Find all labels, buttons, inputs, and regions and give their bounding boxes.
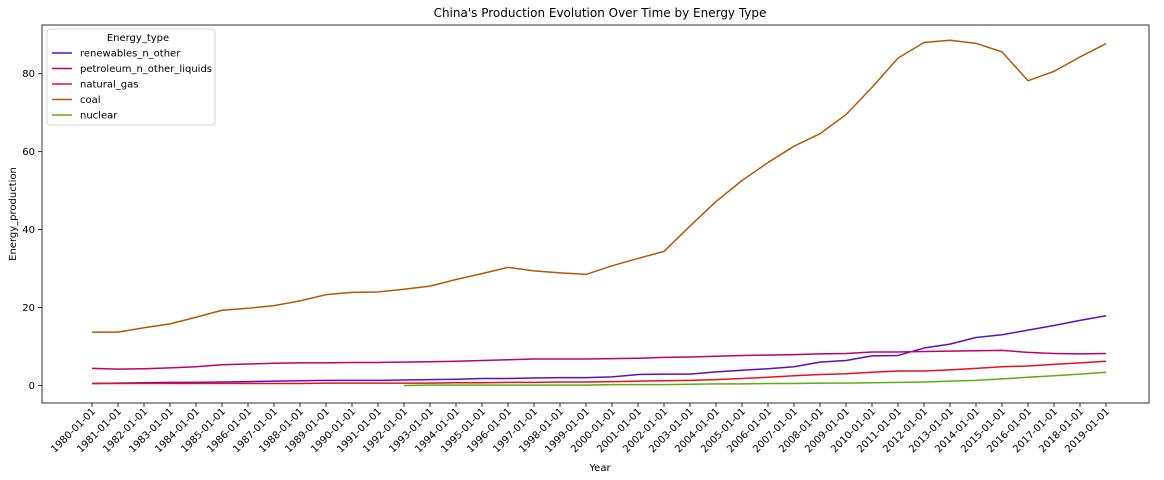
y-tick-label: 60 [22,147,35,158]
legend-label-petroleum-n-other-liquids: petroleum_n_other_liquids [80,64,212,75]
legend-label-coal: coal [80,95,101,106]
legend-box [46,28,216,126]
legend-title: Energy_type [107,33,169,44]
legend-label-renewables-n-other: renewables_n_other [80,49,181,60]
y-axis-title: Energy_production [8,167,19,261]
y-tick-label: 20 [22,303,35,314]
legend-label-nuclear: nuclear [80,111,118,122]
legend-label-natural-gas: natural_gas [80,80,138,91]
series-line-petroleum-n-other-liquids [91,349,1107,370]
series-line-natural-gas [92,360,1107,385]
y-axis: 0 20 40 60 80 [22,69,42,392]
x-axis: 1980-01-011981-01-011982-01-011983-01-01… [49,403,1112,455]
legend: Energy_type renewables_n_other petroleum_… [46,28,216,126]
y-tick-label: 0 [29,381,35,392]
series-line-renewables-n-other [91,314,1107,385]
series-line-coal [92,39,1107,333]
x-axis-title: Year [588,463,611,474]
series-line-nuclear [403,371,1107,387]
series-layer [91,39,1107,387]
y-tick-label: 40 [22,225,35,236]
chart-title: China's Production Evolution Over Time b… [434,6,767,20]
y-tick-label: 80 [22,69,35,80]
plot-frame [41,24,1150,404]
